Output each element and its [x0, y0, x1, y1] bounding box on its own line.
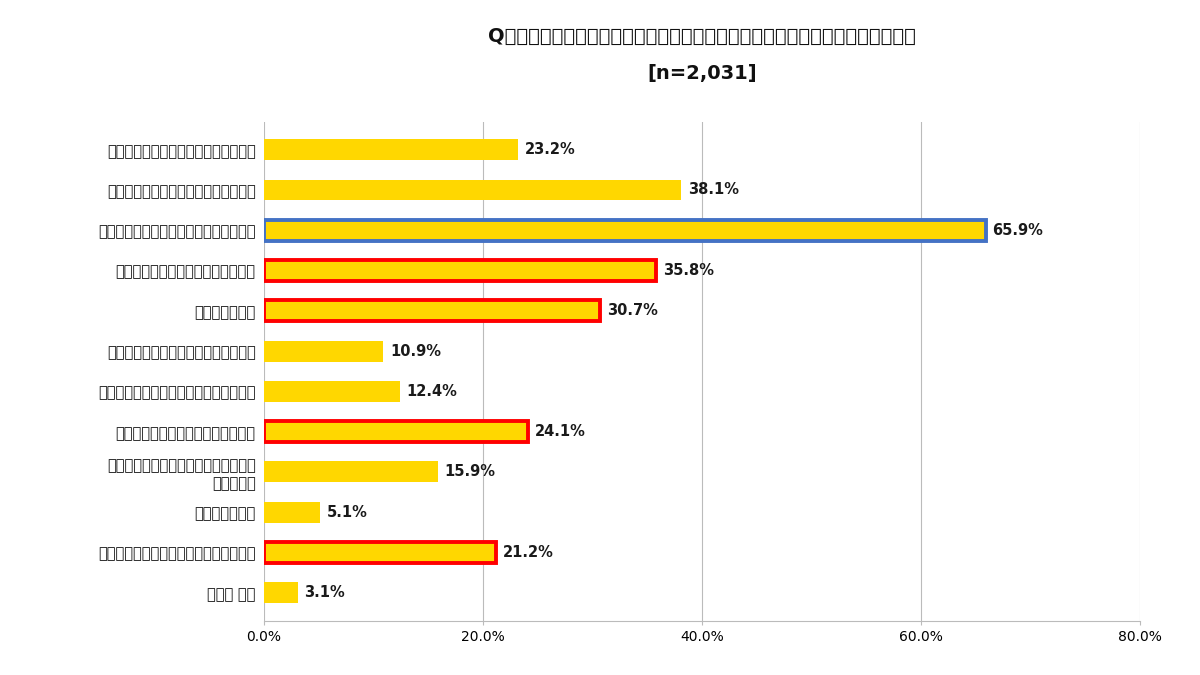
Bar: [264, 220, 985, 241]
Bar: [264, 300, 600, 321]
Text: 38.1%: 38.1%: [688, 182, 739, 198]
Text: 3.1%: 3.1%: [305, 585, 346, 600]
Text: 12.4%: 12.4%: [407, 384, 457, 399]
Text: 5.1%: 5.1%: [326, 505, 367, 520]
Bar: [264, 542, 496, 563]
Text: [n=2,031]: [n=2,031]: [647, 64, 757, 83]
Text: 10.9%: 10.9%: [390, 344, 440, 358]
Text: 21.2%: 21.2%: [503, 545, 553, 560]
Bar: [264, 260, 656, 281]
Bar: [264, 421, 528, 442]
Bar: [264, 139, 518, 160]
Text: 35.8%: 35.8%: [662, 263, 714, 278]
Bar: [264, 341, 383, 362]
Bar: [264, 220, 985, 241]
Text: Q：あなたは、どのような目的でタイミーで副業をしていますか？（複数選択）: Q：あなたは、どのような目的でタイミーで副業をしていますか？（複数選択）: [488, 27, 916, 46]
Bar: [264, 462, 438, 483]
Text: 15.9%: 15.9%: [445, 464, 496, 479]
Bar: [264, 421, 528, 442]
Text: 23.2%: 23.2%: [524, 142, 575, 157]
Text: 24.1%: 24.1%: [534, 424, 586, 439]
Bar: [264, 180, 682, 200]
Text: 30.7%: 30.7%: [607, 303, 658, 319]
Bar: [264, 583, 298, 603]
Bar: [264, 381, 400, 402]
Bar: [264, 502, 320, 522]
Text: 65.9%: 65.9%: [992, 223, 1043, 238]
Bar: [264, 542, 496, 563]
Bar: [264, 300, 600, 321]
Bar: [264, 260, 656, 281]
